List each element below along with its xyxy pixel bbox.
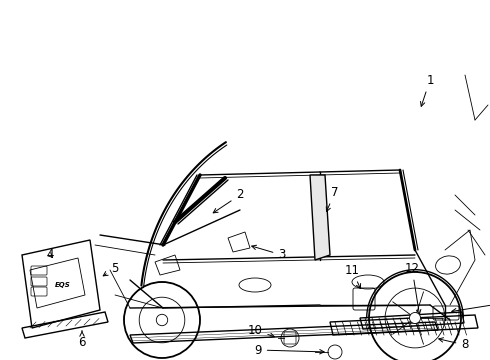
Polygon shape (310, 175, 330, 260)
Text: 9: 9 (254, 343, 324, 356)
Text: 10: 10 (247, 324, 274, 337)
Text: 2: 2 (213, 189, 244, 213)
Text: 12: 12 (405, 261, 421, 314)
Text: 1: 1 (420, 73, 434, 106)
Text: 8: 8 (439, 338, 469, 351)
Text: 6: 6 (78, 331, 86, 350)
Text: 11: 11 (344, 264, 361, 288)
Text: 13: 13 (0, 359, 1, 360)
Text: 14: 14 (452, 274, 490, 313)
Text: 5: 5 (103, 261, 119, 276)
Text: 3: 3 (252, 245, 286, 261)
Circle shape (156, 314, 168, 326)
Text: 4: 4 (46, 248, 54, 261)
Circle shape (410, 312, 420, 324)
Text: EQS: EQS (55, 282, 71, 288)
Text: 7: 7 (326, 185, 339, 211)
